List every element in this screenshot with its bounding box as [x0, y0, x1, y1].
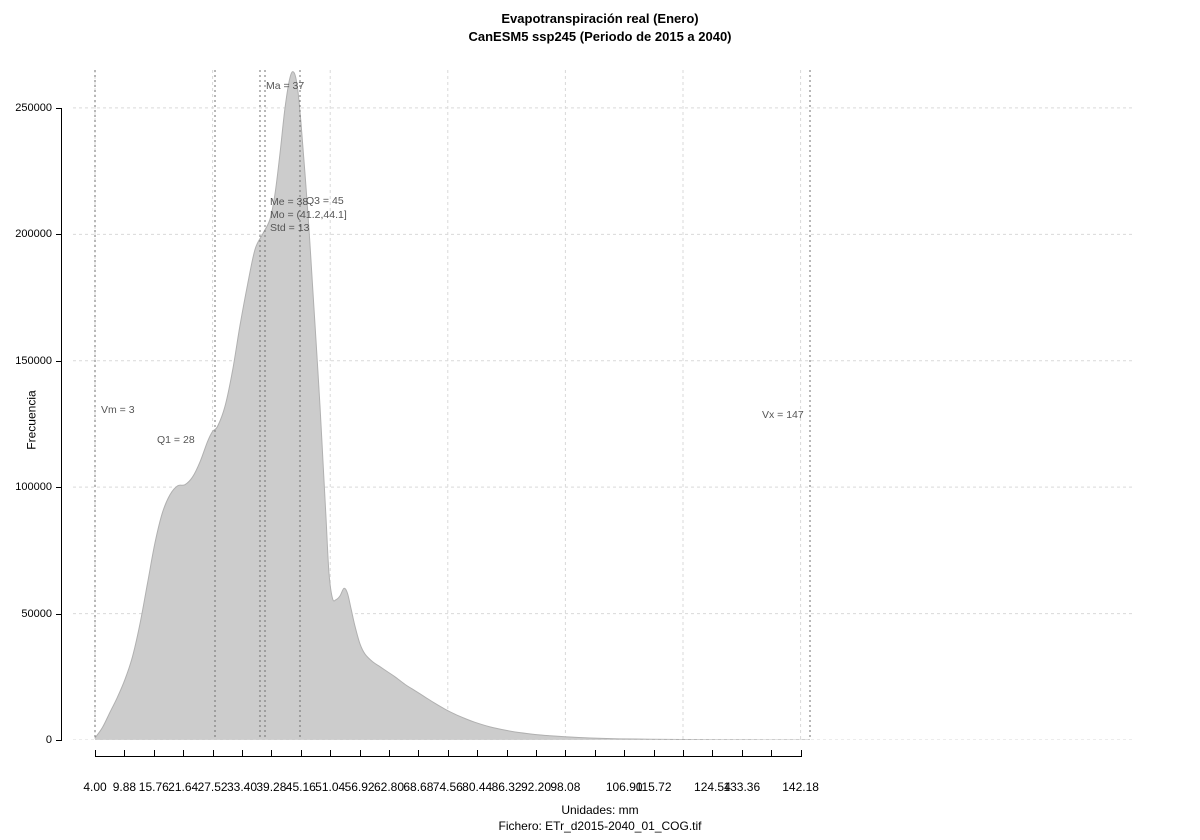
x-axis-tick — [565, 750, 567, 757]
x-axis-tick — [124, 750, 126, 757]
x-axis-tick-label: 4.00 — [83, 780, 107, 794]
y-axis-tick-label: 200000 — [15, 228, 52, 241]
x-axis-tick-label: 33.40 — [226, 780, 258, 794]
density-curve-line — [94, 71, 811, 740]
x-axis-tick-label: 21.64 — [168, 780, 199, 794]
x-axis-tick — [741, 750, 743, 757]
x-axis-tick-label: 74.56 — [432, 780, 463, 794]
x-axis-tick-label: 56.92 — [344, 780, 375, 794]
annotation-std: Std = 13 — [270, 222, 310, 234]
x-axis-tick-label: 92.20 — [520, 780, 552, 794]
x-axis-tick — [153, 750, 155, 757]
footer-units: Unidades: mm — [561, 803, 639, 817]
footer-file: Fichero: ETr_d2015-2040_01_COG.tif — [498, 819, 702, 833]
x-axis-tick — [683, 750, 684, 757]
x-axis-tick-label: 106.90 — [605, 780, 643, 794]
annotation-mo: Mo = (41.2,44.1] — [270, 209, 347, 221]
x-axis-tick — [359, 750, 361, 757]
x-axis-tick — [712, 750, 714, 757]
x-axis-tick-labels: 4.00 9.88 15.76 21.64 27.52 33.40 39.28 45.16 51… — [0, 740, 1200, 794]
annotation-vm: Vm = 3 — [101, 404, 135, 416]
annotation-vx: Vx = 147 — [762, 409, 804, 421]
chart-title-line-1: Evapotranspiración real (Enero) — [501, 11, 699, 26]
x-axis-tick — [183, 750, 185, 757]
plot-area — [73, 70, 1133, 740]
x-axis-tick-label: 86.32 — [491, 780, 522, 794]
chart-footer: Unidades: mm Fichero: ETr_d2015-2040_01_… — [0, 802, 1200, 834]
annotation-ma: Ma = 37 — [266, 80, 305, 92]
x-axis-tick — [800, 750, 802, 757]
y-axis-tick-label: 50000 — [21, 607, 52, 620]
x-axis-tick-label: 80.44 — [462, 780, 493, 794]
y-axis-tick-label: 100000 — [15, 481, 52, 494]
x-axis-tick-label: 98.08 — [550, 780, 581, 794]
x-axis-tick-label: 9.88 — [112, 780, 137, 794]
x-axis-tick — [506, 750, 508, 757]
y-axis-tick-label: 250000 — [15, 101, 52, 114]
x-axis-tick-label: 45.16 — [285, 780, 316, 794]
annotation-q3: Q3 = 45 — [306, 195, 344, 207]
x-axis-tick — [212, 750, 214, 757]
x-axis-tick-label: 133.36 — [723, 780, 761, 794]
x-axis-tick — [389, 750, 390, 757]
y-axis-tick-label: 0 — [45, 734, 52, 746]
x-axis-tick-label: 15.76 — [138, 780, 169, 794]
chart-title-line-2: CanESM5 ssp245 (Periodo de 2015 a 2040) — [468, 29, 732, 44]
x-axis-tick — [418, 750, 420, 757]
x-axis-tick-label: 39.28 — [256, 780, 287, 794]
x-axis-tick-label: 27.52 — [197, 780, 228, 794]
y-axis-tick — [56, 107, 62, 109]
y-axis-tick-label: 150000 — [15, 354, 52, 367]
x-axis-tick-label: 115.72 — [635, 780, 672, 794]
annotation-q1: Q1 = 28 — [157, 434, 195, 446]
x-axis-tick — [242, 750, 243, 757]
y-axis-tick — [56, 234, 62, 236]
y-axis-spine — [61, 107, 62, 740]
y-axis-tick — [56, 360, 62, 362]
y-axis-tick — [56, 487, 62, 489]
x-axis-tick — [653, 750, 655, 757]
x-axis-tick-label: 142.18 — [782, 780, 819, 794]
y-axis-tick — [56, 740, 62, 741]
x-axis-tick — [624, 750, 626, 757]
histogram-density-plot — [73, 70, 1133, 740]
annotation-me: Me = 38 — [270, 196, 309, 208]
x-axis-tick — [95, 750, 96, 757]
x-axis-tick-label: 51.04 — [315, 780, 346, 794]
y-axis-tick — [56, 613, 62, 615]
x-axis-tick — [594, 750, 596, 757]
y-axis-tick-labels: 0 50000 100000 150000 200000 250000 — [0, 70, 62, 746]
x-axis-tick — [536, 750, 537, 757]
x-axis-tick — [771, 750, 773, 757]
x-axis-tick-label: 68.68 — [403, 780, 434, 794]
x-axis-tick — [477, 750, 479, 757]
x-axis-tick — [447, 750, 449, 757]
chart-title: Evapotranspiración real (Enero) CanESM5 … — [0, 10, 1200, 46]
density-area-fill — [95, 71, 810, 740]
x-axis-tick-label: 62.80 — [373, 780, 405, 794]
x-axis-tick — [271, 750, 273, 757]
x-axis-tick — [300, 750, 302, 757]
x-axis-tick-label: 124.54 — [694, 780, 731, 794]
x-axis-tick — [330, 750, 332, 757]
